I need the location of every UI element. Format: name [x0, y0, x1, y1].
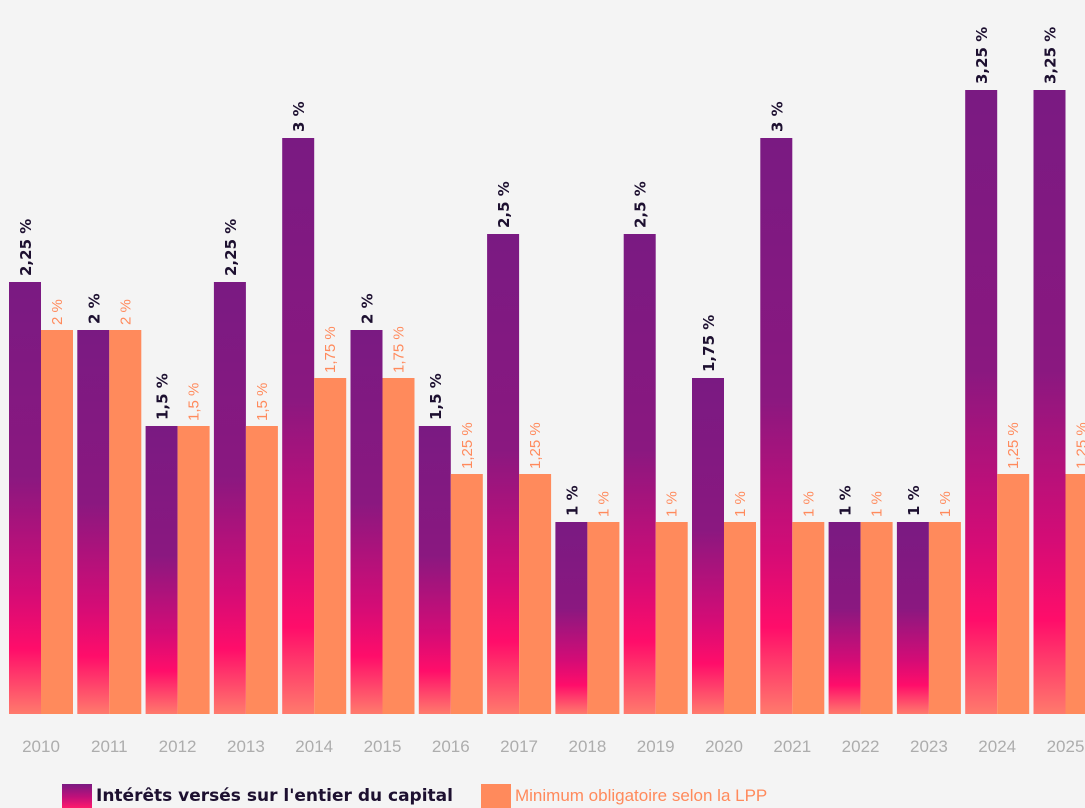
label-interets-2011: 2 %	[85, 293, 103, 324]
x-tick-label-2012: 2012	[159, 737, 197, 756]
x-tick-label-2014: 2014	[295, 737, 333, 756]
x-tick-label-2021: 2021	[773, 737, 811, 756]
bar-interets-2021	[760, 138, 793, 714]
label-minimum-2024: 1,25 %	[1005, 422, 1022, 469]
x-tick-label-2017: 2017	[500, 737, 538, 756]
bar-minimum-2014	[314, 378, 347, 714]
x-tick-label-2016: 2016	[432, 737, 470, 756]
bar-minimum-2012	[177, 426, 210, 714]
bar-interets-2018	[555, 522, 588, 714]
label-minimum-2025: 1,25 %	[1074, 422, 1085, 469]
label-interets-2025: 3,25 %	[1042, 27, 1060, 84]
bar-interets-2013	[213, 282, 246, 714]
x-tick-label-2018: 2018	[568, 737, 606, 756]
label-interets-2014: 3 %	[290, 101, 308, 132]
x-tick-label-2011: 2011	[91, 737, 128, 756]
label-minimum-2022: 1 %	[869, 491, 886, 517]
legend-label-minimum: Minimum obligatoire selon la LPP	[514, 786, 768, 805]
bar-interets-2020	[692, 378, 724, 714]
bar-interets-2010	[9, 282, 41, 714]
label-minimum-2015: 1,75 %	[391, 326, 408, 373]
x-tick-label-2022: 2022	[842, 737, 880, 756]
label-interets-2012: 1,5 %	[154, 373, 172, 420]
bar-minimum-2024	[997, 474, 1030, 714]
label-minimum-2013: 1,5 %	[254, 383, 271, 421]
x-tick-label-2013: 2013	[227, 737, 265, 756]
bar-minimum-2015	[382, 378, 415, 714]
x-tick-label-2025: 2025	[1047, 737, 1085, 756]
bar-minimum-2023	[928, 522, 961, 714]
label-minimum-2023: 1 %	[937, 491, 954, 517]
bar-minimum-2011	[109, 330, 142, 714]
bar-interets-2024	[965, 90, 998, 714]
label-minimum-2019: 1 %	[664, 491, 681, 517]
bar-interets-2011	[77, 330, 110, 714]
bar-minimum-2013	[245, 426, 278, 714]
label-interets-2019: 2,5 %	[632, 181, 650, 228]
bar-interets-2017	[487, 234, 520, 714]
label-interets-2015: 2 %	[359, 293, 377, 324]
label-interets-2010: 2,25 %	[17, 219, 35, 276]
legend-swatch-interets	[62, 784, 92, 808]
bar-interets-2014	[282, 138, 315, 714]
x-axis-tick-labels: 2010 2011 2012 2013 2014 2015 2016 2017 2018 2019…	[22, 737, 1084, 756]
bar-interets-2019	[623, 234, 656, 714]
label-interets-2024: 3,25 %	[973, 27, 991, 84]
label-minimum-2014: 1,75 %	[322, 326, 339, 373]
series-minimum-bars	[41, 330, 1085, 714]
label-interets-2023: 1 %	[905, 485, 923, 516]
label-interets-2013: 2,25 %	[222, 219, 240, 276]
bar-minimum-2025	[1065, 474, 1085, 714]
bar-minimum-2018	[587, 522, 620, 714]
series-minimum-labels: 2 % 2 % 1,5 % 1,5 % 1,75 % 1,75 % 1,25 % 1,25 %…	[49, 299, 1085, 517]
bar-minimum-2020	[724, 522, 756, 714]
bar-minimum-2010	[41, 330, 73, 714]
bar-interets-2025	[1033, 90, 1066, 714]
bar-minimum-2021	[792, 522, 825, 714]
bar-interets-2023	[896, 522, 929, 714]
legend-label-interets: Intérêts versés sur l'entier du capital	[96, 786, 453, 806]
x-tick-label-2020: 2020	[705, 737, 743, 756]
label-interets-2020: 1,75 %	[700, 315, 718, 372]
legend-item-interets: Intérêts versés sur l'entier du capital	[62, 784, 453, 808]
bar-minimum-2019	[655, 522, 688, 714]
label-minimum-2018: 1 %	[595, 491, 612, 517]
label-minimum-2020: 1 %	[732, 491, 749, 517]
bar-interets-2016	[418, 426, 451, 714]
bar-minimum-2016	[450, 474, 483, 714]
x-tick-label-2015: 2015	[364, 737, 402, 756]
label-interets-2018: 1 %	[563, 485, 581, 516]
x-tick-label-2019: 2019	[637, 737, 675, 756]
label-minimum-2016: 1,25 %	[459, 422, 476, 469]
bar-interets-2015	[350, 330, 383, 714]
legend-swatch-minimum	[480, 784, 511, 808]
x-tick-label-2010: 2010	[22, 737, 60, 756]
legend-item-minimum: Minimum obligatoire selon la LPP	[480, 784, 768, 808]
bar-interets-2012	[145, 426, 178, 714]
series-interets-bars	[9, 90, 1066, 714]
label-minimum-2021: 1 %	[800, 491, 817, 517]
label-minimum-2017: 1,25 %	[527, 422, 544, 469]
label-minimum-2012: 1,5 %	[186, 383, 203, 421]
x-tick-label-2023: 2023	[910, 737, 948, 756]
label-minimum-2010: 2 %	[49, 299, 66, 325]
label-interets-2017: 2,5 %	[495, 181, 513, 228]
label-interets-2016: 1,5 %	[427, 373, 445, 420]
label-interets-2022: 1 %	[837, 485, 855, 516]
series-interets-labels: 2,25 % 2 % 1,5 % 2,25 % 3 % 2 % 1,5 % 2,5 % 1 % 2…	[17, 27, 1060, 516]
x-tick-label-2024: 2024	[978, 737, 1016, 756]
legend: Intérêts versés sur l'entier du capital …	[62, 784, 795, 808]
label-interets-2021: 3 %	[768, 101, 786, 132]
bar-minimum-2017	[519, 474, 552, 714]
bar-minimum-2022	[860, 522, 893, 714]
bar-interets-2022	[828, 522, 861, 714]
label-minimum-2011: 2 %	[117, 299, 134, 325]
